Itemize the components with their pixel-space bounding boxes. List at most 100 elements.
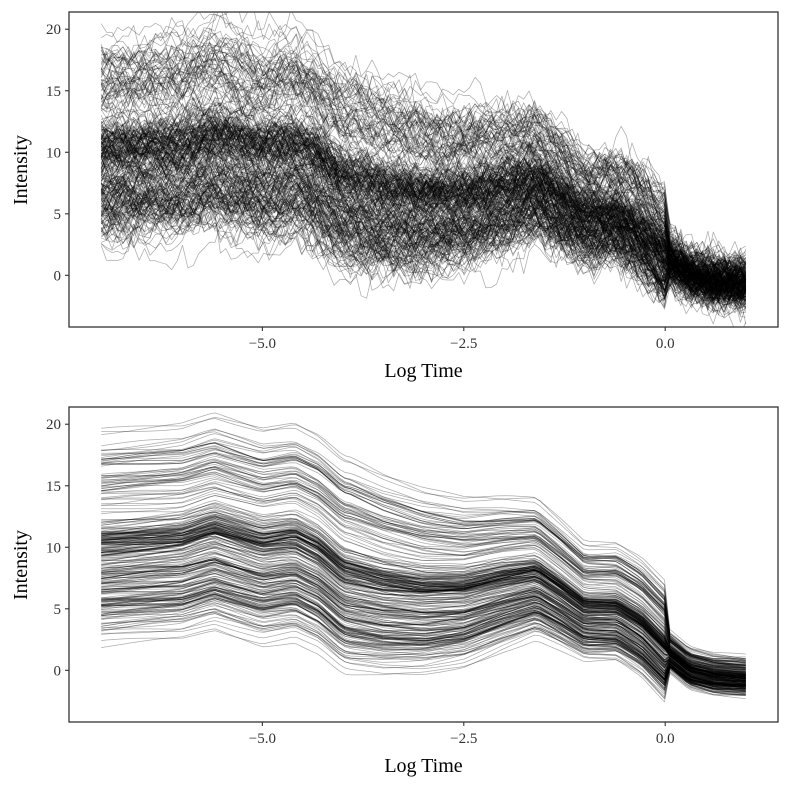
y-tick-label: 20 bbox=[46, 22, 61, 38]
series-line bbox=[100, 185, 746, 306]
series-line bbox=[101, 156, 747, 305]
series-line bbox=[100, 145, 747, 302]
series-line bbox=[100, 125, 746, 287]
series-line bbox=[101, 525, 746, 680]
series-line bbox=[100, 185, 746, 300]
series-line bbox=[100, 170, 747, 302]
series-line bbox=[101, 596, 746, 690]
series-line bbox=[100, 46, 747, 286]
series-line bbox=[101, 461, 746, 664]
series-line bbox=[100, 157, 747, 290]
series-line bbox=[100, 103, 747, 274]
series-line bbox=[101, 521, 746, 679]
series-line bbox=[101, 545, 746, 682]
series-line bbox=[100, 180, 746, 292]
series-line bbox=[101, 154, 747, 307]
series-line bbox=[101, 531, 746, 675]
series-line bbox=[100, 124, 746, 291]
series-line bbox=[101, 559, 746, 686]
series-line bbox=[101, 416, 746, 655]
series-line bbox=[101, 588, 746, 692]
series-line bbox=[101, 589, 746, 688]
series-line bbox=[101, 466, 746, 670]
series-line bbox=[101, 533, 746, 679]
series-line bbox=[100, 12, 747, 286]
series-line bbox=[101, 538, 746, 682]
series-line bbox=[101, 561, 746, 687]
series-line bbox=[100, 65, 747, 293]
series-line bbox=[100, 44, 747, 281]
series-line bbox=[101, 569, 746, 682]
series-line bbox=[100, 126, 747, 287]
series-line bbox=[101, 530, 746, 675]
series-line bbox=[101, 442, 746, 666]
series-line bbox=[101, 43, 747, 278]
series-line bbox=[100, 167, 746, 301]
series-line bbox=[101, 532, 746, 680]
series-line bbox=[100, 188, 747, 315]
series-line bbox=[100, 70, 747, 277]
series-line bbox=[100, 119, 747, 289]
series-line bbox=[101, 594, 746, 687]
series-line bbox=[101, 523, 746, 680]
series-line bbox=[100, 118, 747, 294]
series-line bbox=[101, 611, 746, 696]
series-line bbox=[100, 182, 747, 297]
series-line bbox=[101, 66, 747, 283]
series-line bbox=[100, 119, 746, 284]
series-line bbox=[101, 443, 746, 665]
series-line bbox=[100, 130, 747, 288]
y-tick-label: 10 bbox=[46, 145, 61, 161]
series-line bbox=[101, 623, 746, 699]
series-line bbox=[101, 469, 746, 670]
series-line bbox=[100, 204, 746, 318]
series-line bbox=[100, 183, 747, 293]
series-line bbox=[101, 543, 746, 684]
series-line bbox=[100, 127, 746, 294]
series-line bbox=[100, 85, 746, 283]
series-line bbox=[101, 449, 746, 661]
series-line bbox=[101, 575, 746, 684]
series-line bbox=[101, 151, 747, 308]
series-line bbox=[100, 191, 747, 300]
series-line bbox=[101, 533, 746, 680]
series-line bbox=[101, 595, 746, 694]
series-line bbox=[101, 447, 746, 665]
series-line bbox=[101, 119, 746, 284]
series-line bbox=[101, 192, 746, 312]
series-line bbox=[101, 589, 746, 691]
series-line bbox=[100, 176, 746, 314]
series-line bbox=[100, 106, 747, 296]
series-line bbox=[101, 113, 747, 304]
series-line bbox=[101, 585, 746, 689]
y-tick-label: 0 bbox=[54, 268, 62, 284]
series-line bbox=[101, 461, 746, 663]
series-line bbox=[100, 172, 746, 305]
series-line bbox=[100, 112, 747, 308]
series-line bbox=[101, 593, 746, 690]
series-line bbox=[100, 55, 747, 287]
series-line bbox=[101, 588, 746, 686]
series-line bbox=[101, 431, 746, 663]
series-line bbox=[101, 159, 746, 296]
series-line bbox=[101, 532, 746, 680]
series-line bbox=[101, 597, 746, 687]
series-line bbox=[101, 577, 746, 690]
series-line bbox=[100, 202, 746, 314]
series-line bbox=[101, 595, 746, 689]
series-line bbox=[101, 475, 746, 671]
series-line bbox=[101, 559, 746, 687]
series-line bbox=[101, 110, 747, 301]
series-line bbox=[100, 177, 746, 302]
series-line bbox=[100, 119, 747, 295]
series-line bbox=[101, 558, 746, 683]
series-line bbox=[101, 522, 746, 676]
series-line bbox=[101, 517, 746, 673]
series-line bbox=[101, 12, 747, 274]
series-line bbox=[101, 131, 747, 291]
series-line bbox=[100, 141, 747, 316]
series-line bbox=[100, 72, 747, 293]
series-line bbox=[100, 193, 747, 327]
series-line bbox=[101, 461, 746, 668]
series-line bbox=[100, 115, 747, 285]
